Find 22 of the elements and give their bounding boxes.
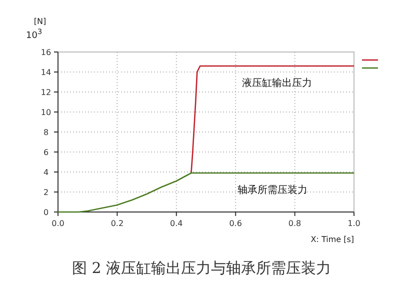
line-series <box>190 65 355 174</box>
x-tick-label: 0.8 <box>288 219 302 228</box>
x-tick-label: 0.0 <box>52 219 64 228</box>
y-tick-label: 0 <box>43 208 49 217</box>
y-tick-label: 4 <box>43 168 49 177</box>
y-tick-label: 14 <box>40 68 52 77</box>
y-tick-label: 2 <box>43 188 49 197</box>
text: 图 2 液压缸输出压力与轴承所需压装力 <box>72 259 332 277</box>
y-tick-label: 8 <box>43 128 49 137</box>
y-tick-label: 12 <box>40 88 52 97</box>
x-tick-label: 0.2 <box>110 219 124 228</box>
x-axis-title: X: Time [s] <box>310 235 354 244</box>
text: 10$^{3}$ <box>26 26 42 41</box>
y-tick-label: 16 <box>40 48 52 57</box>
y-tick-label: 6 <box>43 148 49 157</box>
x-tick-label: 0.6 <box>229 219 242 228</box>
x-tick-label: 1.0 <box>348 219 360 228</box>
series-label: 液压缸输出压力 <box>242 77 312 89</box>
x-tick-label: 0.4 <box>170 219 183 228</box>
y-tick-label: 10 <box>40 108 52 117</box>
series-label: 轴承所需压装力 <box>238 184 308 196</box>
y-axis-title: [N] <box>34 17 46 26</box>
